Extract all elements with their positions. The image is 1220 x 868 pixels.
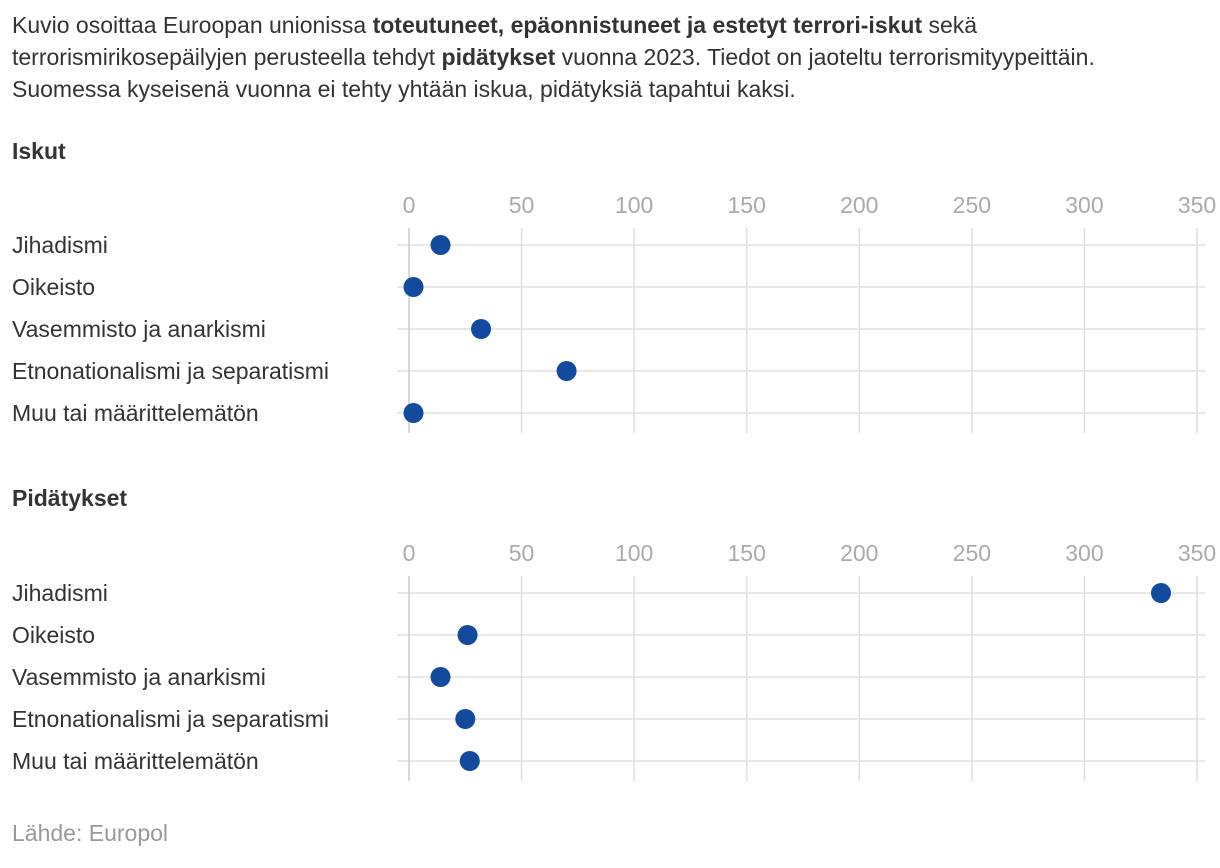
chart-iskut: 0 50 100 150 200 250 300 350 Jihadismi Oikeisto Va… bbox=[12, 192, 1216, 433]
panel-title-pidatykset: Pidätykset bbox=[12, 485, 128, 511]
x-tick-label: 250 bbox=[953, 540, 991, 566]
data-point-oikeisto bbox=[403, 277, 424, 297]
data-point-muu-tai-maarittelematon bbox=[403, 403, 424, 423]
data-point-etnonationalismi-ja-separatismi bbox=[455, 709, 476, 729]
panel-title-iskut: Iskut bbox=[12, 138, 66, 164]
x-tick-label: 0 bbox=[403, 192, 416, 218]
x-tick-label: 350 bbox=[1178, 192, 1216, 218]
intro-text-2: sekä terrorismirikosepäilyjen perusteell… bbox=[12, 12, 978, 70]
category-label: Vasemmisto ja anarkismi bbox=[12, 316, 266, 342]
x-tick-label: 300 bbox=[1065, 540, 1103, 566]
category-label: Muu tai määrittelemätön bbox=[12, 748, 259, 774]
x-tick-label: 250 bbox=[953, 192, 991, 218]
category-label: Oikeisto bbox=[12, 274, 95, 300]
x-tick-label: 200 bbox=[840, 192, 878, 218]
category-label: Vasemmisto ja anarkismi bbox=[12, 664, 266, 690]
category-label: Jihadismi bbox=[12, 232, 108, 258]
data-point-jihadismi bbox=[430, 235, 451, 255]
x-tick-label: 50 bbox=[509, 540, 535, 566]
x-tick-label: 200 bbox=[840, 540, 878, 566]
category-label: Muu tai määrittelemätön bbox=[12, 400, 259, 426]
data-point-vasemmisto-ja-anarkismi bbox=[430, 667, 451, 687]
data-point-vasemmisto-ja-anarkismi bbox=[471, 319, 492, 339]
x-tick-label: 150 bbox=[728, 192, 766, 218]
source-note: Lähde: Europol bbox=[12, 820, 169, 846]
category-label: Etnonationalismi ja separatismi bbox=[12, 358, 329, 384]
x-tick-label: 350 bbox=[1178, 540, 1216, 566]
x-tick-label: 150 bbox=[728, 540, 766, 566]
x-tick-label: 50 bbox=[509, 192, 535, 218]
intro-bold-2: pidätykset bbox=[441, 44, 556, 70]
x-tick-label: 0 bbox=[403, 540, 416, 566]
category-label: Jihadismi bbox=[12, 580, 108, 606]
intro-text-1: Kuvio osoittaa Euroopan unionissa bbox=[12, 12, 373, 38]
chart-description: Kuvio osoittaa Euroopan unionissa toteut… bbox=[12, 9, 1202, 105]
data-point-oikeisto bbox=[457, 625, 478, 645]
category-label: Etnonationalismi ja separatismi bbox=[12, 706, 329, 732]
x-tick-label: 300 bbox=[1065, 192, 1103, 218]
chart-pidatykset: 0 50 100 150 200 250 300 350 Jihadismi Oikeisto Va… bbox=[12, 540, 1216, 781]
data-point-jihadismi bbox=[1150, 583, 1171, 603]
data-point-muu-tai-maarittelematon bbox=[459, 751, 480, 771]
category-label: Oikeisto bbox=[12, 622, 95, 648]
x-tick-label: 100 bbox=[615, 192, 653, 218]
intro-text-3: vuonna 2023. Tiedot on jaoteltu terroris… bbox=[12, 44, 1095, 102]
intro-bold-1: toteutuneet, epäonnistuneet ja estetyt t… bbox=[372, 12, 923, 38]
data-point-etnonationalismi-ja-separatismi bbox=[556, 361, 577, 381]
x-tick-label: 100 bbox=[615, 540, 653, 566]
